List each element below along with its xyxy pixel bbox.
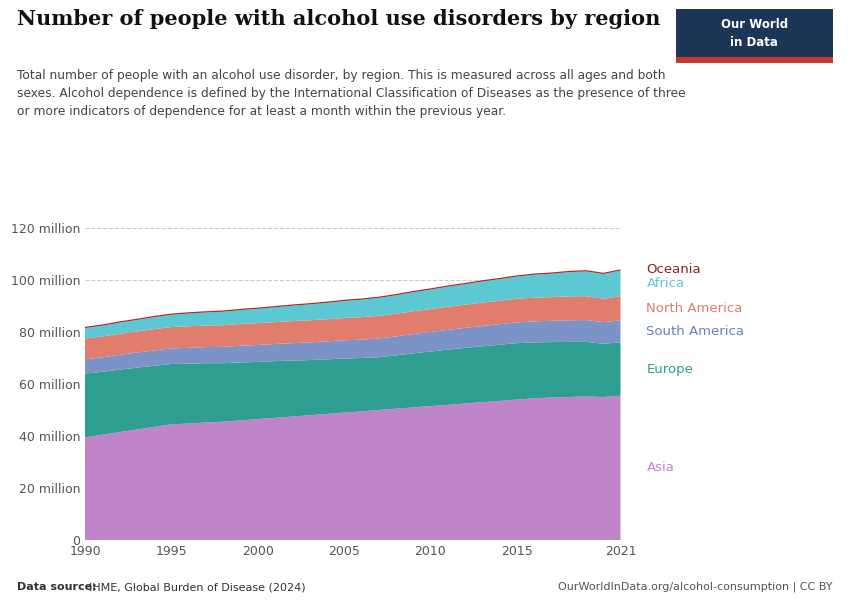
Text: IHME, Global Burden of Disease (2024): IHME, Global Burden of Disease (2024) [89,582,306,592]
Text: Number of people with alcohol use disorders by region: Number of people with alcohol use disord… [17,9,660,29]
Text: in Data: in Data [730,36,779,49]
Text: Data source:: Data source: [17,582,100,592]
Text: Asia: Asia [646,461,674,475]
Text: Africa: Africa [646,277,684,290]
Text: Europe: Europe [646,362,694,376]
Bar [676,56,833,63]
Text: North America: North America [646,302,743,315]
Text: Total number of people with an alcohol use disorder, by region. This is measured: Total number of people with an alcohol u… [17,69,686,118]
Text: OurWorldInData.org/alcohol-consumption | CC BY: OurWorldInData.org/alcohol-consumption |… [558,582,833,592]
Text: South America: South America [646,325,745,338]
Text: Our World: Our World [721,17,788,31]
Text: Oceania: Oceania [646,263,701,277]
